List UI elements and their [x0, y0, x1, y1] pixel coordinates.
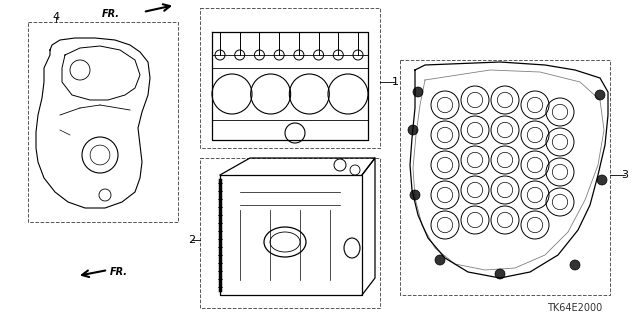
- Circle shape: [435, 255, 445, 265]
- Text: 1: 1: [392, 77, 399, 87]
- Bar: [28, 22, 178, 222]
- Circle shape: [597, 175, 607, 185]
- Circle shape: [408, 125, 418, 135]
- Bar: [200, 158, 380, 308]
- Text: TK64E2000: TK64E2000: [547, 303, 603, 313]
- Circle shape: [570, 260, 580, 270]
- Text: 4: 4: [52, 12, 60, 22]
- Circle shape: [413, 87, 423, 97]
- Bar: [200, 8, 380, 148]
- Bar: [400, 60, 610, 295]
- Circle shape: [595, 90, 605, 100]
- Circle shape: [410, 190, 420, 200]
- Circle shape: [495, 269, 505, 279]
- Text: FR.: FR.: [110, 267, 128, 277]
- Text: 2: 2: [188, 235, 196, 245]
- Text: FR.: FR.: [102, 9, 120, 19]
- Text: 3: 3: [621, 170, 628, 180]
